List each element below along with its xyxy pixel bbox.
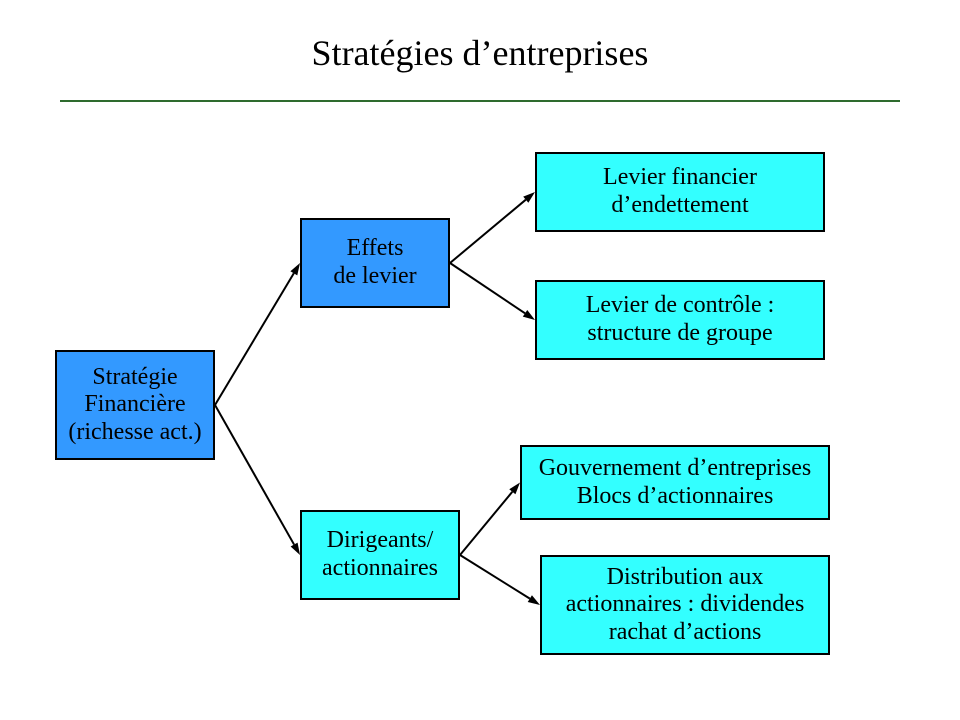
node-line: Levier de contrôle :: [586, 292, 775, 320]
node-effets-de-levier: Effetsde levier: [300, 218, 450, 308]
edge-line: [460, 555, 530, 599]
node-levier-controle: Levier de contrôle :structure de groupe: [535, 280, 825, 360]
node-line: d’endettement: [611, 192, 748, 220]
edge-arrowhead: [523, 192, 535, 203]
node-line: de levier: [333, 263, 416, 291]
edge-arrowhead: [523, 310, 535, 320]
node-line: Gouvernement d’entreprises: [539, 455, 812, 483]
edge-arrowhead: [509, 483, 520, 495]
edge-line: [460, 492, 512, 555]
node-line: Dirigeants/: [327, 527, 434, 555]
node-strategie-financiere: StratégieFinancière(richesse act.): [55, 350, 215, 460]
node-levier-financier: Levier financierd’endettement: [535, 152, 825, 232]
edge-line: [450, 263, 525, 313]
edge-line: [215, 405, 294, 545]
page-title: Stratégies d’entreprises: [230, 32, 730, 74]
edge-arrowhead: [290, 263, 300, 275]
node-line: Effets: [347, 235, 404, 263]
node-line: actionnaires: [322, 555, 438, 583]
node-line: Stratégie: [92, 364, 177, 392]
node-line: Financière: [84, 391, 185, 419]
node-dirigeants-actionnaires: Dirigeants/actionnaires: [300, 510, 460, 600]
title-divider: [60, 100, 900, 102]
node-line: Distribution aux: [607, 564, 764, 592]
edge-arrowhead: [528, 595, 540, 605]
edge-line: [215, 273, 294, 405]
edge-line: [450, 200, 526, 263]
diagram-canvas: Stratégies d’entreprises StratégieFinanc…: [0, 0, 960, 720]
node-line: rachat d’actions: [609, 619, 762, 647]
edge-arrowhead: [291, 543, 300, 555]
node-line: actionnaires : dividendes: [566, 591, 805, 619]
node-line: Levier financier: [603, 164, 757, 192]
node-line: structure de groupe: [587, 320, 772, 348]
node-line: Blocs d’actionnaires: [577, 483, 774, 511]
node-line: (richesse act.): [68, 419, 201, 447]
node-distribution-actionnaires: Distribution auxactionnaires : dividende…: [540, 555, 830, 655]
node-gouvernement-entreprises: Gouvernement d’entreprisesBlocs d’action…: [520, 445, 830, 520]
